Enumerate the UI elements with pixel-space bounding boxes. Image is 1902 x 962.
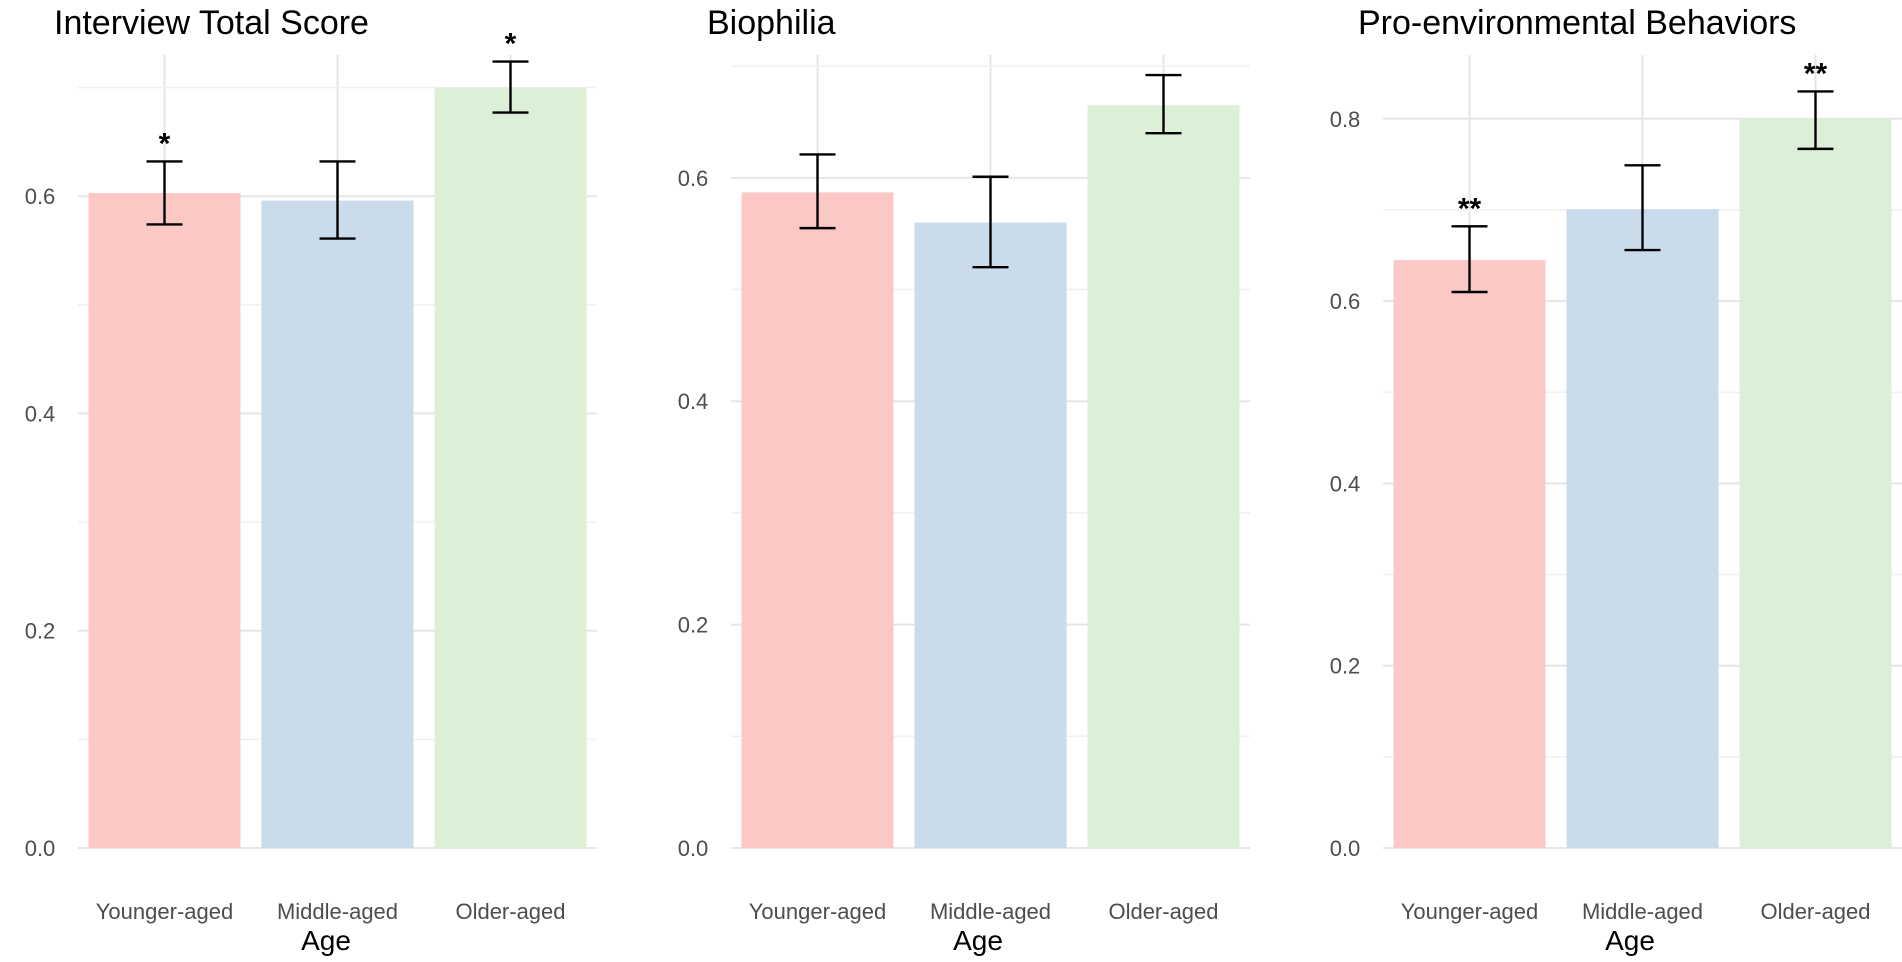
x-tick-label: Middle-aged bbox=[930, 899, 1051, 924]
y-tick-label: 0.6 bbox=[678, 166, 709, 191]
significance-label: ** bbox=[1804, 57, 1828, 90]
bar-younger-aged bbox=[88, 192, 241, 849]
x-tick-label: Younger-aged bbox=[96, 899, 233, 924]
error-bar bbox=[1797, 90, 1834, 151]
panel-pro-environmental-behaviors: Pro-environmental Behaviors **** 0.00.20… bbox=[1330, 4, 1902, 956]
error-bar bbox=[319, 160, 356, 240]
x-tick-label: Older-aged bbox=[1108, 899, 1218, 924]
y-tick-label: 0.0 bbox=[1330, 836, 1361, 861]
panel-title: Interview Total Score bbox=[54, 4, 369, 42]
bar-middle-aged bbox=[261, 200, 414, 848]
panel-title: Pro-environmental Behaviors bbox=[1358, 4, 1796, 42]
y-tick-label: 0.6 bbox=[25, 184, 56, 209]
x-axis-title: Age bbox=[301, 925, 351, 956]
error-bar bbox=[492, 60, 529, 114]
bar-older-aged bbox=[1739, 118, 1892, 849]
marks: ** bbox=[88, 28, 587, 849]
panel-interview-total-score: Interview Total Score ** 0.00.20.40.6You… bbox=[25, 4, 597, 956]
bar-younger-aged bbox=[741, 192, 894, 848]
error-bar bbox=[972, 175, 1009, 269]
significance-label: * bbox=[159, 127, 171, 160]
panel-title: Biophilia bbox=[707, 4, 836, 42]
y-tick-label: 0.0 bbox=[25, 836, 56, 861]
y-tick-label: 0.6 bbox=[1330, 289, 1361, 314]
x-tick-label: Middle-aged bbox=[277, 899, 398, 924]
significance-label: ** bbox=[1458, 192, 1482, 225]
x-axis-title: Age bbox=[1605, 925, 1655, 956]
x-tick-label: Older-aged bbox=[1760, 899, 1870, 924]
y-tick-label: 0.2 bbox=[25, 619, 56, 644]
x-tick-label: Younger-aged bbox=[1401, 899, 1538, 924]
significance-label: * bbox=[505, 28, 517, 61]
error-bar bbox=[1145, 73, 1182, 135]
panel-biophilia: Biophilia 0.0 0.2 0.4 0.6 Younger-aged Middle… bbox=[678, 4, 1250, 956]
y-tick-label: 0.4 bbox=[1330, 471, 1361, 496]
y-tick-label: 0.8 bbox=[1330, 107, 1361, 132]
bar-older-aged bbox=[434, 87, 587, 848]
error-bar bbox=[1451, 225, 1488, 294]
bar-older-aged bbox=[1087, 105, 1240, 849]
bar-middle-aged bbox=[914, 222, 1067, 848]
y-tick-label: 0.4 bbox=[25, 401, 56, 426]
marks: ** ** bbox=[1393, 57, 1892, 849]
tick-labels: 0.0 0.2 0.4 0.6 Younger-aged Middle-aged Older… bbox=[678, 166, 1219, 924]
y-tick-label: 0.2 bbox=[1330, 654, 1361, 679]
bar-younger-aged bbox=[1393, 260, 1546, 849]
error-bar bbox=[146, 160, 183, 226]
tick-labels: 0.0 0.2 0.4 0.6 Younger-aged Middle-aged Older… bbox=[25, 184, 566, 924]
marks bbox=[741, 73, 1240, 849]
y-tick-label: 0.0 bbox=[678, 836, 709, 861]
bar-middle-aged bbox=[1566, 209, 1719, 848]
y-tick-label: 0.4 bbox=[678, 389, 709, 414]
x-tick-label: Middle-aged bbox=[1582, 899, 1703, 924]
error-bar bbox=[1624, 164, 1661, 252]
error-bar bbox=[799, 153, 836, 230]
x-tick-label: Older-aged bbox=[455, 899, 565, 924]
y-tick-label: 0.2 bbox=[678, 613, 709, 638]
x-tick-label: Younger-aged bbox=[749, 899, 886, 924]
tick-labels: 0.0 0.2 0.4 0.6 0.8 Younger-aged Middle-aged Ol… bbox=[1330, 107, 1871, 924]
x-axis-title: Age bbox=[953, 925, 1003, 956]
